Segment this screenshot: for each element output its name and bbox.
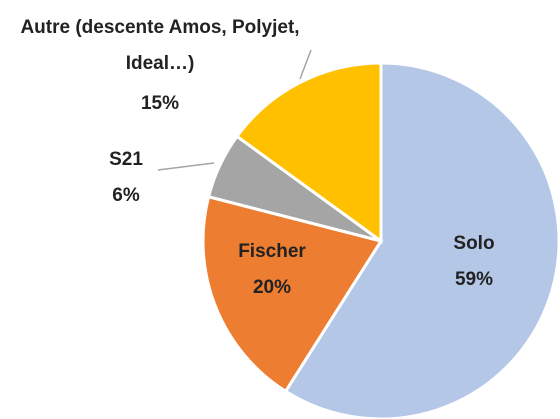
pie-slice bbox=[234, 61, 383, 244]
category-label: Solo bbox=[453, 233, 495, 254]
value-label: 15% bbox=[140, 93, 180, 114]
leader-line bbox=[299, 49, 312, 80]
category-label: Autre (descente Amos, Polyjet, Ideal…) bbox=[20, 17, 300, 74]
leader-line bbox=[157, 162, 215, 171]
slice-label: Fischer 20% bbox=[212, 234, 332, 306]
slice-label: S21 6% bbox=[86, 142, 166, 214]
value-label: 59% bbox=[454, 269, 494, 290]
value-label: 20% bbox=[252, 277, 292, 298]
slice-label: Solo 59% bbox=[414, 226, 534, 298]
value-label: 6% bbox=[112, 185, 140, 206]
category-label: Fischer bbox=[238, 241, 306, 262]
pie-slice bbox=[201, 194, 384, 394]
slice-label: Autre (descente Amos, Polyjet, Ideal…) 15… bbox=[5, 10, 315, 122]
category-label: S21 bbox=[109, 149, 143, 170]
